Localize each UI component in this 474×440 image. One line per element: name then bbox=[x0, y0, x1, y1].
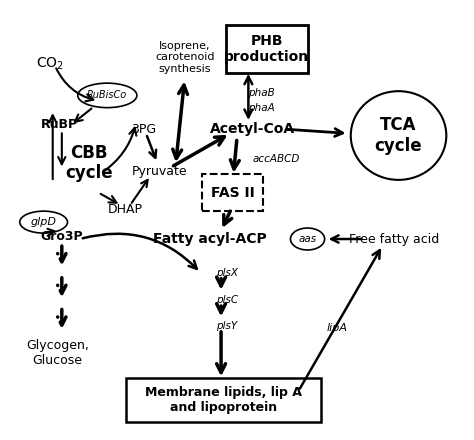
Text: plsC: plsC bbox=[217, 295, 238, 305]
Text: CBB
cycle: CBB cycle bbox=[65, 143, 113, 182]
Ellipse shape bbox=[78, 83, 137, 108]
Text: RuBisCo: RuBisCo bbox=[87, 90, 128, 100]
Text: Glycogen,
Glucose: Glycogen, Glucose bbox=[26, 339, 89, 367]
Text: RuBP: RuBP bbox=[41, 118, 78, 132]
Text: Pyruvate: Pyruvate bbox=[132, 165, 187, 178]
Text: 3PG: 3PG bbox=[131, 123, 156, 136]
Text: Acetyl-CoA: Acetyl-CoA bbox=[210, 122, 295, 136]
Text: phaB: phaB bbox=[248, 88, 275, 98]
Text: Gro3P: Gro3P bbox=[40, 231, 83, 243]
Text: TCA
cycle: TCA cycle bbox=[375, 116, 422, 155]
Ellipse shape bbox=[20, 211, 67, 233]
Text: phaA: phaA bbox=[248, 103, 275, 113]
Text: Free fatty acid: Free fatty acid bbox=[349, 232, 439, 246]
Text: Membrane lipids, lip A
and lipoprotein: Membrane lipids, lip A and lipoprotein bbox=[145, 385, 302, 414]
Text: CO$_2$: CO$_2$ bbox=[36, 55, 64, 72]
FancyBboxPatch shape bbox=[126, 378, 321, 422]
Text: Isoprene,
carotenoid
synthesis: Isoprene, carotenoid synthesis bbox=[155, 41, 214, 74]
Ellipse shape bbox=[291, 228, 325, 250]
FancyBboxPatch shape bbox=[202, 174, 263, 211]
Text: plsX: plsX bbox=[217, 268, 238, 278]
Text: DHAP: DHAP bbox=[108, 203, 143, 216]
Text: PHB
production: PHB production bbox=[224, 34, 309, 64]
Text: plsY: plsY bbox=[217, 321, 238, 330]
Text: Fatty acyl-ACP: Fatty acyl-ACP bbox=[153, 232, 266, 246]
Text: FAS II: FAS II bbox=[210, 186, 255, 200]
Text: aas: aas bbox=[299, 234, 317, 244]
FancyBboxPatch shape bbox=[226, 25, 308, 73]
Text: lipA: lipA bbox=[327, 323, 347, 333]
Text: glpD: glpD bbox=[31, 217, 56, 227]
Text: accABCD: accABCD bbox=[253, 154, 301, 164]
